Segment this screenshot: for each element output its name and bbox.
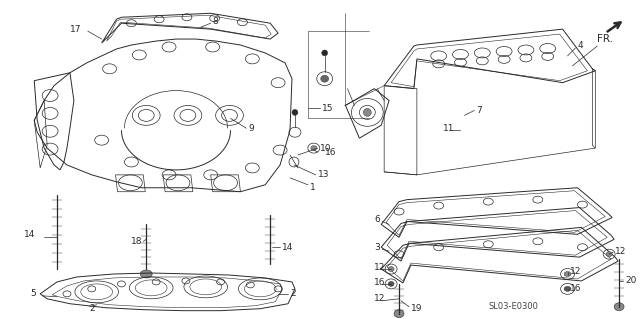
Text: 12: 12 — [374, 263, 386, 271]
Text: 4: 4 — [577, 41, 583, 50]
Ellipse shape — [388, 281, 394, 286]
Text: 16: 16 — [374, 278, 386, 287]
Text: 9: 9 — [248, 124, 254, 133]
Text: 14: 14 — [282, 243, 293, 252]
Text: 11: 11 — [443, 124, 454, 133]
Text: 14: 14 — [24, 230, 36, 239]
Text: SL03-E0300: SL03-E0300 — [488, 302, 538, 311]
Text: 19: 19 — [411, 304, 422, 313]
Ellipse shape — [292, 109, 298, 115]
Text: 15: 15 — [322, 104, 333, 113]
Text: 6: 6 — [374, 215, 380, 224]
Ellipse shape — [394, 310, 404, 318]
Ellipse shape — [321, 75, 329, 82]
Ellipse shape — [322, 50, 328, 56]
Text: 16: 16 — [570, 284, 581, 293]
Text: 18: 18 — [131, 237, 143, 246]
Ellipse shape — [388, 267, 394, 271]
Text: 17: 17 — [70, 25, 81, 33]
Ellipse shape — [606, 252, 612, 257]
Text: FR.: FR. — [597, 34, 613, 44]
Text: 2: 2 — [90, 304, 95, 313]
Text: 2: 2 — [290, 289, 296, 298]
Ellipse shape — [564, 286, 571, 291]
Text: 12: 12 — [374, 294, 386, 303]
Text: 1: 1 — [310, 183, 316, 192]
Text: 12: 12 — [615, 247, 627, 256]
Ellipse shape — [311, 145, 317, 151]
Ellipse shape — [364, 108, 371, 116]
Text: 5: 5 — [30, 289, 36, 298]
Text: 12: 12 — [570, 266, 581, 276]
Text: 3: 3 — [374, 243, 380, 252]
Ellipse shape — [614, 303, 624, 311]
Text: 20: 20 — [625, 277, 636, 286]
Text: 7: 7 — [476, 106, 482, 115]
Text: 10: 10 — [320, 144, 332, 152]
Ellipse shape — [564, 271, 571, 277]
Text: 8: 8 — [212, 17, 218, 26]
Text: 13: 13 — [317, 170, 329, 179]
Text: 16: 16 — [324, 148, 336, 157]
Ellipse shape — [140, 270, 152, 278]
